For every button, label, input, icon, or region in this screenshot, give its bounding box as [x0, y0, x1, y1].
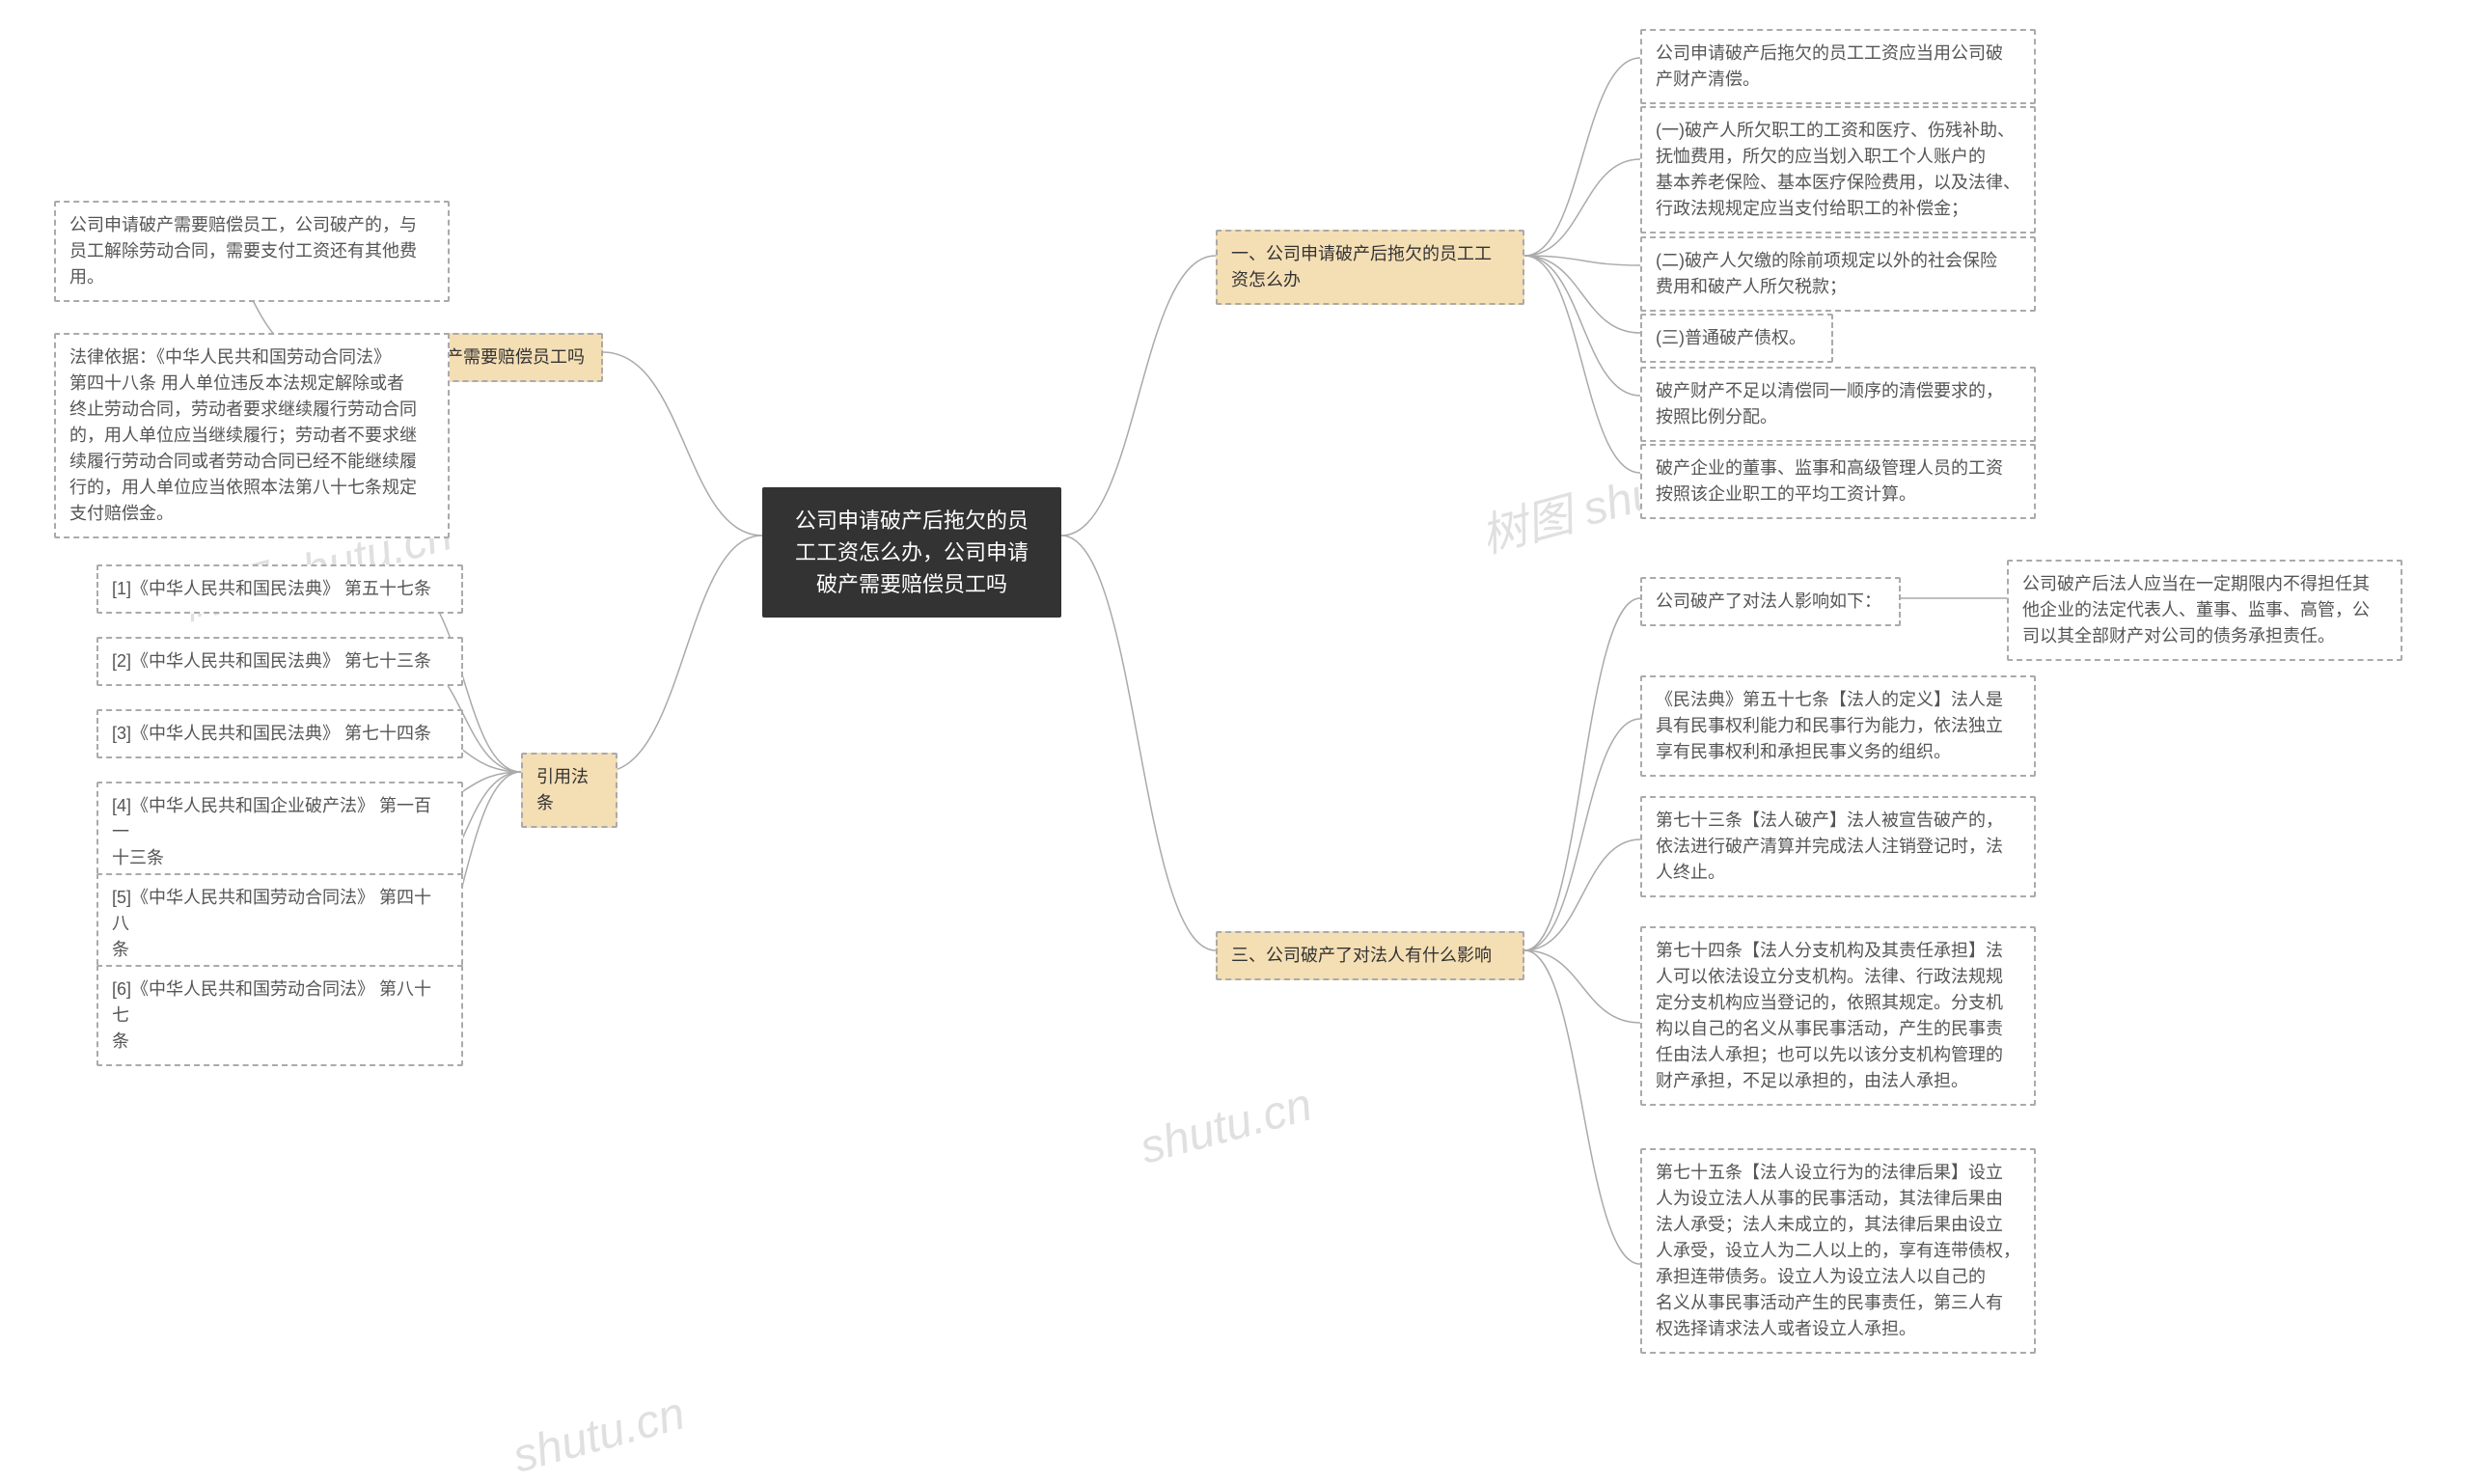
leaf-b3-1-sub: 公司破产后法人应当在一定期限内不得担任其 他企业的法定代表人、董事、监事、高管，…	[2007, 560, 2402, 661]
text: 人为设立法人从事的民事活动，其法律后果由	[1656, 1186, 2020, 1212]
leaf-b3-1: 公司破产了对法人影响如下：	[1640, 577, 1901, 626]
text: 人终止。	[1656, 860, 2020, 886]
text: [2]《中华人民共和国民法典》 第七十三条	[112, 648, 448, 674]
text: [4]《中华人民共和国企业破产法》 第一百一	[112, 793, 448, 845]
text: 基本养老保险、基本医疗保险费用，以及法律、	[1656, 170, 2020, 196]
text: 人承受，设立人为二人以上的，享有连带债权，	[1656, 1238, 2020, 1264]
leaf-b3-4: 第七十四条【法人分支机构及其责任承担】法 人可以依法设立分支机构。法律、行政法规…	[1640, 926, 2036, 1106]
text: 享有民事权利和承担民事义务的组织。	[1656, 739, 2020, 765]
text: (三)普通破产债权。	[1656, 325, 1818, 351]
text: (一)破产人所欠职工的工资和医疗、伤残补助、	[1656, 118, 2020, 144]
text: [5]《中华人民共和国劳动合同法》 第四十八	[112, 885, 448, 937]
leaf-b4-2: [2]《中华人民共和国民法典》 第七十三条	[96, 637, 463, 686]
text: 破产企业的董事、监事和高级管理人员的工资	[1656, 455, 2020, 481]
text: 依法进行破产清算并完成法人注销登记时，法	[1656, 834, 2020, 860]
branch-1-label-l1: 一、公司申请破产后拖欠的员工工	[1231, 241, 1509, 267]
text: 按照比例分配。	[1656, 404, 2020, 430]
text: 任由法人承担；也可以先以该分支机构管理的	[1656, 1042, 2020, 1068]
text: 具有民事权利能力和民事行为能力，依法独立	[1656, 713, 2020, 739]
text: 司以其全部财产对公司的债务承担责任。	[2022, 623, 2387, 649]
text: 抚恤费用，所欠的应当划入职工个人账户的	[1656, 144, 2020, 170]
text: [6]《中华人民共和国劳动合同法》 第八十七	[112, 976, 448, 1029]
text: 公司破产了对法人影响如下：	[1656, 589, 1885, 615]
text: 第七十四条【法人分支机构及其责任承担】法	[1656, 938, 2020, 964]
leaf-b1-2: (一)破产人所欠职工的工资和医疗、伤残补助、 抚恤费用，所欠的应当划入职工个人账…	[1640, 106, 2036, 234]
branch-1: 一、公司申请破产后拖欠的员工工 资怎么办	[1216, 230, 1524, 305]
text: 行政法规规定应当支付给职工的补偿金；	[1656, 196, 2020, 222]
text: 构以自己的名义从事民事活动，产生的民事责	[1656, 1016, 2020, 1042]
branch-4: 引用法条	[521, 753, 618, 828]
text: 终止劳动合同，劳动者要求继续履行劳动合同	[69, 397, 434, 423]
text: 续履行劳动合同或者劳动合同已经不能继续履	[69, 449, 434, 475]
text: 第七十五条【法人设立行为的法律后果】设立	[1656, 1160, 2020, 1186]
text: 条	[112, 937, 448, 963]
text: 他企业的法定代表人、董事、监事、高管，公	[2022, 597, 2387, 623]
text: 支付赔偿金。	[69, 501, 434, 527]
text: 用。	[69, 264, 434, 290]
leaf-b4-4: [4]《中华人民共和国企业破产法》 第一百一 十三条	[96, 782, 463, 883]
leaf-b2-1: 公司申请破产需要赔偿员工，公司破产的，与 员工解除劳动合同，需要支付工资还有其他…	[54, 201, 450, 302]
leaf-b4-3: [3]《中华人民共和国民法典》 第七十四条	[96, 709, 463, 758]
text: 员工解除劳动合同，需要支付工资还有其他费	[69, 238, 434, 264]
text: 名义从事民事活动产生的民事责任，第三人有	[1656, 1290, 2020, 1316]
leaf-b2-2: 法律依据：《中华人民共和国劳动合同法》 第四十八条 用人单位违反本法规定解除或者…	[54, 333, 450, 538]
leaf-b3-5: 第七十五条【法人设立行为的法律后果】设立 人为设立法人从事的民事活动，其法律后果…	[1640, 1148, 2036, 1354]
leaf-b1-3: (二)破产人欠缴的除前项规定以外的社会保险 费用和破产人所欠税款；	[1640, 236, 2036, 312]
text: 第四十八条 用人单位违反本法规定解除或者	[69, 371, 434, 397]
text: 定分支机构应当登记的，依照其规定。分支机	[1656, 990, 2020, 1016]
watermark: shutu.cn	[508, 1387, 691, 1483]
text: [3]《中华人民共和国民法典》 第七十四条	[112, 721, 448, 747]
text: 十三条	[112, 845, 448, 871]
text: 条	[112, 1029, 448, 1055]
text: 承担连带债务。设立人为设立法人以自己的	[1656, 1264, 2020, 1290]
text: 公司申请破产后拖欠的员工工资应当用公司破	[1656, 41, 2020, 67]
text: 费用和破产人所欠税款；	[1656, 274, 2020, 300]
text: (二)破产人欠缴的除前项规定以外的社会保险	[1656, 248, 2020, 274]
root-node: 公司申请破产后拖欠的员 工工资怎么办，公司申请 破产需要赔偿员工吗	[762, 487, 1061, 618]
text: 第七十三条【法人破产】法人被宣告破产的，	[1656, 808, 2020, 834]
branch-3-label: 三、公司破产了对法人有什么影响	[1231, 943, 1509, 969]
root-title-line2: 工工资怎么办，公司申请	[783, 536, 1040, 568]
leaf-b1-4: (三)普通破产债权。	[1640, 314, 1833, 363]
root-title-line3: 破产需要赔偿员工吗	[783, 568, 1040, 600]
text: 产财产清偿。	[1656, 67, 2020, 93]
text: [1]《中华人民共和国民法典》 第五十七条	[112, 576, 448, 602]
text: 按照该企业职工的平均工资计算。	[1656, 481, 2020, 508]
leaf-b3-3: 第七十三条【法人破产】法人被宣告破产的， 依法进行破产清算并完成法人注销登记时，…	[1640, 796, 2036, 897]
text: 的，用人单位应当继续履行；劳动者不要求继	[69, 423, 434, 449]
root-title-line1: 公司申请破产后拖欠的员	[783, 505, 1040, 536]
leaf-b1-5: 破产财产不足以清偿同一顺序的清偿要求的， 按照比例分配。	[1640, 367, 2036, 442]
text: 公司破产后法人应当在一定期限内不得担任其	[2022, 571, 2387, 597]
text: 行的，用人单位应当依照本法第八十七条规定	[69, 475, 434, 501]
leaf-b1-6: 破产企业的董事、监事和高级管理人员的工资 按照该企业职工的平均工资计算。	[1640, 444, 2036, 519]
text: 法律依据：《中华人民共和国劳动合同法》	[69, 344, 434, 371]
text: 公司申请破产需要赔偿员工，公司破产的，与	[69, 212, 434, 238]
text: 权选择请求法人或者设立人承担。	[1656, 1316, 2020, 1342]
text: 破产财产不足以清偿同一顺序的清偿要求的，	[1656, 378, 2020, 404]
leaf-b4-1: [1]《中华人民共和国民法典》 第五十七条	[96, 564, 463, 614]
leaf-b1-1: 公司申请破产后拖欠的员工工资应当用公司破 产财产清偿。	[1640, 29, 2036, 104]
leaf-b4-6: [6]《中华人民共和国劳动合同法》 第八十七 条	[96, 965, 463, 1066]
branch-3: 三、公司破产了对法人有什么影响	[1216, 931, 1524, 980]
text: 法人承受；法人未成立的，其法律后果由设立	[1656, 1212, 2020, 1238]
leaf-b3-2: 《民法典》第五十七条【法人的定义】法人是 具有民事权利能力和民事行为能力，依法独…	[1640, 675, 2036, 777]
leaf-b4-5: [5]《中华人民共和国劳动合同法》 第四十八 条	[96, 873, 463, 975]
text: 财产承担，不足以承担的，由法人承担。	[1656, 1068, 2020, 1094]
branch-4-label: 引用法条	[536, 764, 602, 816]
watermark: shutu.cn	[1135, 1078, 1318, 1174]
text: 《民法典》第五十七条【法人的定义】法人是	[1656, 687, 2020, 713]
branch-1-label-l2: 资怎么办	[1231, 267, 1509, 293]
text: 人可以依法设立分支机构。法律、行政法规规	[1656, 964, 2020, 990]
